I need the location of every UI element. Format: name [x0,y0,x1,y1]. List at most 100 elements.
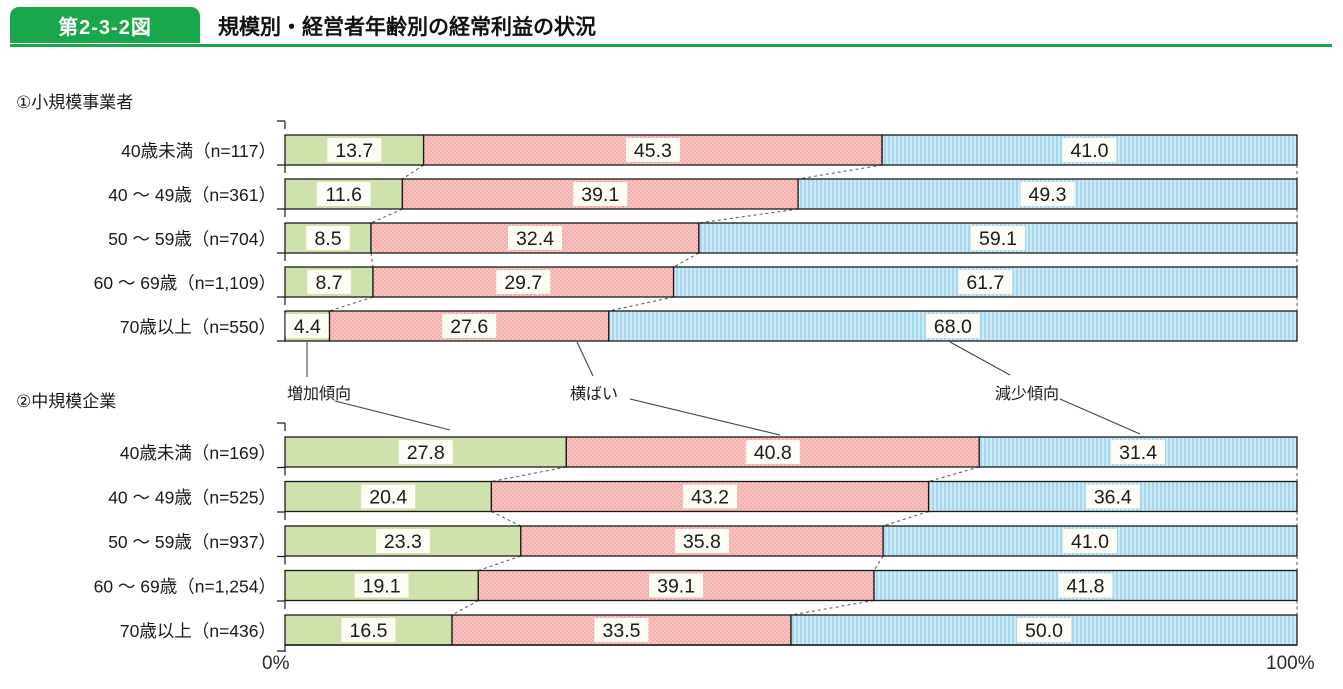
value-label-bg [398,440,453,464]
figure-title: 規模別・経営者年齢別の経常利益の状況 [218,16,596,39]
segment-connector-dashed-line [608,296,674,312]
value-label: 29.7 [504,272,542,294]
legend-flat-pointer-line [576,341,594,377]
header-underline [10,44,1332,47]
value-label: 27.8 [407,442,445,464]
segment-connector-dashed-line [882,511,929,527]
value-label-bg [594,618,649,642]
legend-increase-pointer-line [334,400,451,431]
value-label: 41.0 [1071,140,1109,162]
category-label: 70歳以上（n=550） [120,317,276,337]
value-label: 43.2 [691,487,729,509]
axis-tick [277,555,286,565]
value-label-bg [971,226,1025,250]
value-label-bg [683,484,737,509]
segment-connector-dashed-line [928,466,980,482]
value-label: 36.4 [1094,487,1132,509]
panel1-title: ①小規模事業者 [16,93,134,112]
segment-connector-dashed-line [370,208,403,224]
category-label: 50 ～ 59歳（n=704） [108,229,276,249]
segment-connector-dashed-line [790,600,875,616]
segment-connector-dashed-line [698,208,799,224]
value-label-bg [341,618,396,642]
value-label-bg [649,573,704,598]
value-label-bg [307,270,351,294]
value-label: 32.4 [516,228,554,250]
value-label-bg [327,138,382,162]
category-label: 40歳未満（n=169） [120,443,276,463]
category-label: 40 ～ 49歳（n=525） [108,488,276,508]
value-label: 35.8 [683,531,721,553]
value-label: 16.5 [350,620,388,642]
value-label: 45.3 [634,140,672,162]
category-label: 60 ～ 69歳（n=1,109） [94,273,276,293]
segment-connector-dashed-line [478,555,521,571]
value-label: 8.5 [314,228,341,250]
value-label: 11.6 [325,184,362,206]
value-label: 61.7 [966,272,1004,294]
x-axis-0-label: 0% [262,653,290,674]
value-label-bg [958,270,1013,294]
segment-connector-dashed-line [329,296,374,312]
axis-tick [277,600,286,609]
value-label-bg [925,314,980,338]
value-label: 4.4 [294,316,321,338]
value-label-bg [361,484,416,509]
segment-connector-dashed-line [370,252,374,268]
axis-tick [277,335,286,342]
value-label-bg [625,138,680,162]
value-label-bg [1063,529,1117,553]
value-label-bg [316,182,371,206]
value-label: 50.0 [1025,620,1063,642]
axis-tick [277,422,286,431]
segment-connector-dashed-line [451,600,479,616]
axis-tick [277,164,286,173]
panel2-title: ②中規模企業 [16,392,117,411]
value-label-bg [674,529,729,553]
value-label: 23.3 [384,531,422,553]
value-label-bg [354,573,409,598]
value-label-bg [306,226,350,250]
segment-connector-dashed-line [798,164,883,180]
value-label-bg [508,226,562,250]
value-label: 31.4 [1119,442,1157,464]
segment-connector-dashed-line [491,511,522,527]
axis-tick [277,511,286,520]
value-label: 59.1 [979,228,1017,250]
value-label-bg [1062,138,1117,162]
value-label: 49.3 [1029,184,1067,206]
value-label-bg [285,314,329,338]
category-label: 50 ～ 59歳（n=937） [108,532,276,552]
value-label-bg [1017,618,1071,642]
value-label: 19.1 [363,576,401,598]
value-label: 33.5 [603,620,641,642]
value-label: 39.1 [581,184,619,206]
value-label-bg [573,182,628,206]
axis-tick [277,296,286,305]
value-label: 8.7 [315,272,342,294]
legend-flat-pointer-line [629,398,781,436]
value-label-bg [1020,182,1075,206]
value-label-bg [745,440,800,464]
value-label: 41.0 [1071,531,1109,553]
value-label-bg [1058,573,1113,598]
value-label: 68.0 [934,316,972,338]
segment-connector-dashed-line [873,555,884,571]
category-label: 40 ～ 49歳（n=361） [108,185,276,205]
legend-decrease-pointer-line [1059,398,1141,435]
x-axis-100-label: 100% [1266,653,1315,674]
category-label: 70歳以上（n=436） [120,621,276,641]
axis-tick [277,208,286,217]
segment-connector-dashed-line [491,466,567,482]
value-label: 40.8 [754,442,792,464]
value-label-bg [375,529,430,553]
legend-increase-label: 増加傾向 [287,386,352,403]
value-label: 13.7 [335,140,373,162]
legend-flat-label: 横ばい [570,386,619,403]
value-label: 41.8 [1067,576,1105,598]
segment-connector-dashed-line [402,164,424,180]
legend-decrease-label: 減少傾向 [995,386,1060,403]
category-label: 40歳未満（n=117） [121,141,276,161]
